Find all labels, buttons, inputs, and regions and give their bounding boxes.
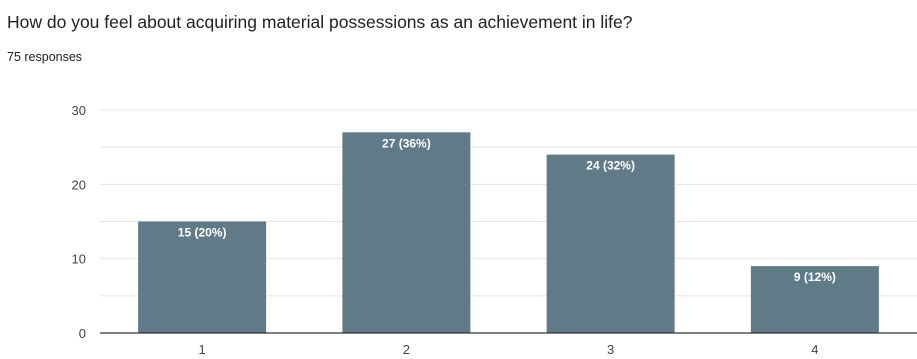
- axes: 0 10 20 30 1 2 3 4: [72, 103, 917, 357]
- bar-data-label: 27 (36%): [382, 136, 431, 150]
- x-tick-label: 1: [199, 342, 206, 357]
- question-title: How do you feel about acquiring material…: [7, 12, 633, 32]
- x-tick-label: 2: [403, 342, 410, 357]
- y-tick-label: 30: [72, 103, 86, 118]
- bar-data-label: 24 (32%): [586, 159, 635, 173]
- bar-data-label: 15 (20%): [178, 226, 227, 240]
- x-tick-label: 4: [811, 342, 818, 357]
- bar-data-label: 9 (12%): [794, 270, 836, 284]
- y-tick-label: 20: [72, 177, 86, 192]
- bar-2[interactable]: [342, 132, 471, 333]
- response-count: 75 responses: [7, 50, 83, 64]
- bars: [138, 132, 879, 333]
- y-tick-label: 10: [72, 252, 86, 267]
- labels: 15 (20%) 27 (36%) 24 (32%) 9 (12%): [178, 136, 836, 284]
- bar-3[interactable]: [546, 154, 675, 333]
- bar-4[interactable]: [750, 266, 879, 333]
- x-tick-label: 3: [607, 342, 614, 357]
- bar-1[interactable]: [138, 221, 267, 334]
- y-tick-label: 0: [79, 326, 86, 341]
